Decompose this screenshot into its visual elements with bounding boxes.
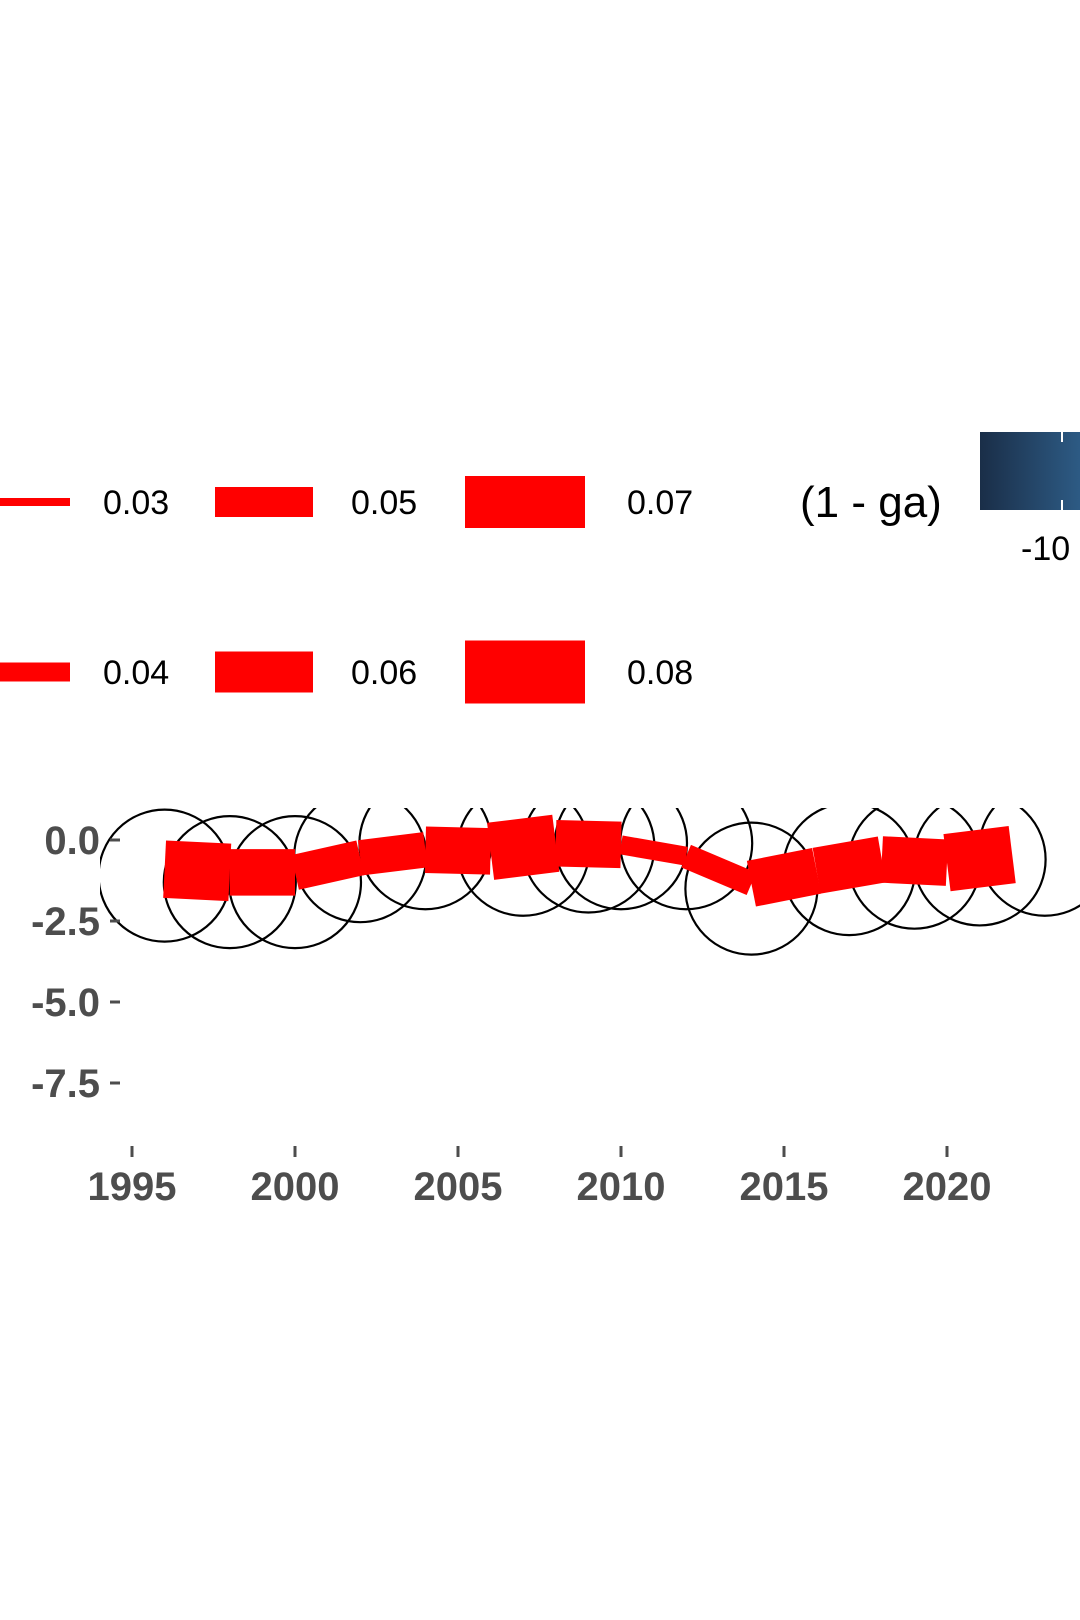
- line-segment: [291, 840, 365, 890]
- line-segment: [746, 847, 822, 907]
- x-tick-label: 2010: [577, 1165, 666, 1209]
- size-legend-label: 0.07: [627, 484, 693, 522]
- size-legend-key: [0, 498, 70, 506]
- x-tick-label: 1995: [88, 1165, 177, 1209]
- y-tick-label: 0.0: [44, 819, 100, 863]
- x-tick-label: 2000: [251, 1165, 340, 1209]
- x-tick-label: 2015: [740, 1165, 829, 1209]
- colorbar: [980, 432, 1080, 510]
- line-layer: [163, 814, 1016, 907]
- y-tick-label: -7.5: [31, 1062, 100, 1106]
- line-segment: [812, 836, 886, 894]
- size-legend-key: [465, 640, 585, 704]
- x-axis: 1995 2000 2005 2010 2015 2020: [88, 1146, 992, 1209]
- y-tick-label: -5.0: [31, 981, 100, 1025]
- line-segment: [358, 832, 428, 876]
- plot-area: [100, 808, 1080, 956]
- color-legend-title: (1 - ga): [800, 478, 942, 527]
- colorbar-label: -10: [1021, 530, 1070, 568]
- size-legend-label: 0.05: [351, 484, 417, 522]
- size-legend-label: 0.06: [351, 654, 417, 692]
- line-segment: [943, 826, 1016, 892]
- size-legend-key: [215, 651, 313, 693]
- line-segment: [487, 814, 560, 880]
- size-legend-key: [465, 476, 585, 528]
- color-legend: (1 - ga) -10: [800, 432, 1080, 568]
- line-segment: [619, 835, 688, 866]
- size-legend-key: [215, 487, 313, 517]
- x-tick-label: 2020: [903, 1165, 992, 1209]
- y-tick-label: -2.5: [31, 900, 100, 944]
- y-axis: 0.0 -2.5 -5.0 -7.5: [31, 819, 120, 1106]
- line-segment: [681, 844, 757, 896]
- size-legend-key: [0, 662, 70, 682]
- line-segment: [424, 826, 492, 875]
- size-legend-label: 0.03: [103, 484, 169, 522]
- line-segment: [163, 840, 232, 902]
- x-tick-label: 2005: [414, 1165, 503, 1209]
- size-legend-label: 0.08: [627, 654, 693, 692]
- size-legend-label: 0.04: [103, 654, 169, 692]
- line-segment: [880, 836, 949, 886]
- size-legend: 0.03 0.04 0.05 0.06 0.07 0.08: [0, 476, 693, 704]
- circle-mark: [162, 815, 297, 950]
- line-segment: [555, 819, 622, 869]
